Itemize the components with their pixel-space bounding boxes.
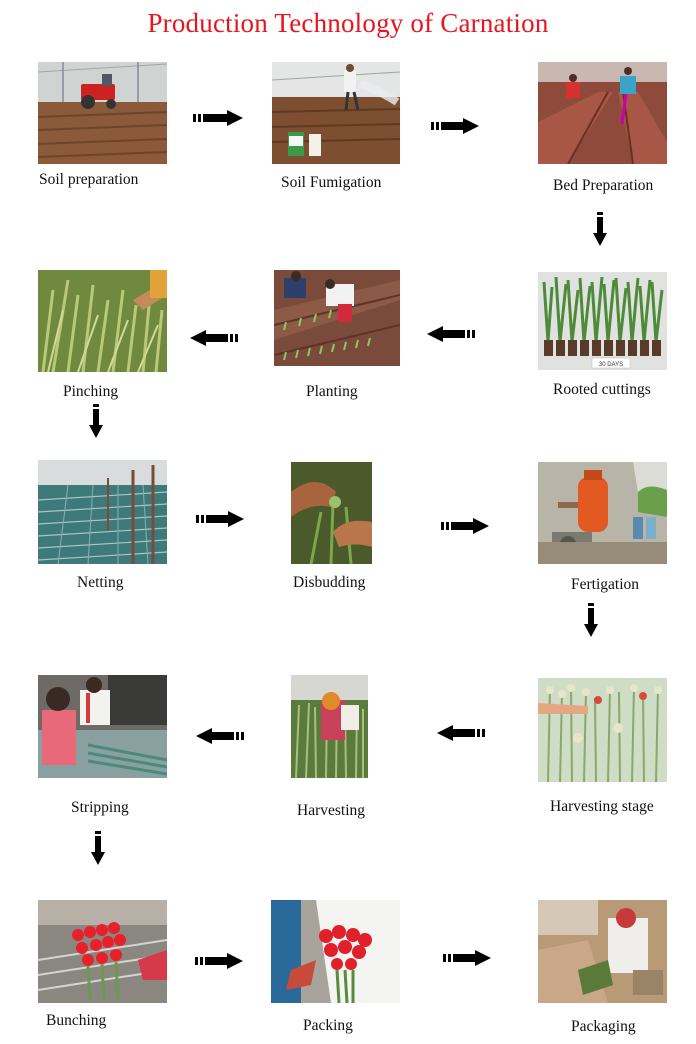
bunching-photo	[38, 900, 167, 1003]
step-label-harvesting-stage: Harvesting stage	[550, 798, 654, 815]
step-label-pinching: Pinching	[63, 383, 119, 400]
step-label-stripping: Stripping	[71, 799, 129, 816]
harvesting-stage-photo	[538, 678, 667, 782]
netting-photo	[38, 460, 167, 564]
arrow-right-icon	[443, 950, 491, 966]
arrow-down-icon	[91, 831, 105, 865]
arrow-right-icon	[195, 953, 243, 969]
step-label-fertigation: Fertigation	[571, 576, 640, 593]
step-label-soil-fumigation: Soil Fumigation	[281, 174, 382, 191]
packaging-photo	[538, 900, 667, 1003]
step-label-bed-preparation: Bed Preparation	[553, 177, 654, 194]
arrow-down-icon	[89, 404, 103, 438]
packing-photo	[271, 900, 400, 1003]
pinching-photo	[38, 270, 167, 372]
soil-preparation-photo	[38, 62, 167, 164]
bed-preparation-photo	[538, 62, 667, 164]
arrow-right-icon	[196, 511, 244, 527]
arrow-left-icon	[437, 725, 485, 741]
arrow-right-icon	[193, 110, 243, 126]
step-label-netting: Netting	[77, 574, 124, 591]
photo-tag-text: 30 DAYS	[599, 362, 623, 368]
planting-photo	[274, 270, 400, 366]
step-label-rooted-cuttings: Rooted cuttings	[553, 381, 651, 398]
step-label-harvesting: Harvesting	[297, 802, 366, 819]
step-label-packing: Packing	[303, 1017, 353, 1034]
step-label-bunching: Bunching	[46, 1012, 107, 1029]
harvesting-photo	[291, 675, 368, 778]
arrow-down-icon	[584, 603, 598, 637]
step-label-disbudding: Disbudding	[293, 574, 366, 591]
rooted-cuttings-photo: 30 DAYS	[538, 272, 667, 370]
step-label-soil-preparation: Soil preparation	[39, 171, 139, 188]
arrow-left-icon	[190, 330, 238, 346]
diagram-title: Production Technology of Carnation	[147, 8, 549, 38]
arrow-down-icon	[593, 212, 607, 246]
arrow-left-icon	[196, 728, 244, 744]
arrow-right-icon	[431, 118, 479, 134]
fertigation-photo	[538, 462, 667, 564]
arrow-right-icon	[441, 518, 489, 534]
disbudding-photo	[291, 462, 372, 564]
step-label-planting: Planting	[306, 383, 358, 400]
arrow-left-icon	[427, 326, 475, 342]
stripping-photo	[38, 675, 167, 778]
soil-fumigation-photo	[272, 62, 400, 164]
step-label-packaging: Packaging	[571, 1018, 636, 1035]
